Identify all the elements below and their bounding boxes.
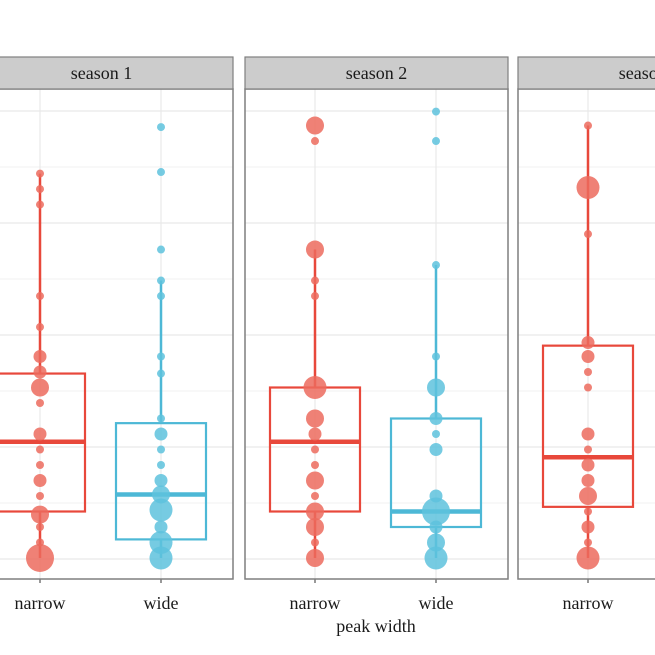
data-point [311, 292, 319, 301]
data-point [157, 461, 165, 469]
x-tick-label-wide: wide [419, 593, 454, 613]
data-point [154, 474, 168, 487]
data-point [157, 123, 165, 132]
data-point [36, 323, 44, 332]
data-point [154, 427, 168, 441]
data-point [157, 445, 165, 454]
data-point [306, 471, 324, 490]
data-point [311, 445, 319, 454]
data-point [427, 533, 445, 552]
x-tick-label-narrow: narrow [563, 593, 614, 613]
data-point [306, 502, 324, 521]
facet-panel-1: narrow wide season 1 [0, 56, 234, 613]
data-point [311, 137, 319, 146]
data-point [157, 414, 165, 423]
facet-strip-label: season 2 [346, 63, 408, 83]
data-point [432, 137, 440, 146]
data-point [154, 520, 168, 534]
x-tick-label-narrow: narrow [290, 593, 341, 613]
data-point [424, 546, 448, 570]
facet-strip [0, 56, 234, 90]
data-point [33, 350, 47, 363]
data-point [584, 230, 592, 239]
data-point [432, 352, 440, 361]
data-point [33, 427, 47, 441]
data-point [584, 507, 592, 516]
data-point [581, 520, 595, 534]
data-point [584, 445, 592, 454]
data-point [584, 121, 592, 130]
facet-strip-label: season 3 [619, 63, 655, 83]
data-point [157, 245, 165, 254]
data-point [152, 485, 170, 504]
data-point [311, 276, 319, 285]
data-point [36, 399, 44, 407]
data-point [432, 107, 440, 116]
data-point [149, 546, 173, 570]
data-point [427, 378, 445, 397]
data-point [306, 409, 324, 428]
data-point [429, 412, 443, 425]
data-point [306, 518, 324, 536]
facet-strip [244, 56, 509, 90]
data-point [432, 430, 440, 438]
data-point [157, 352, 165, 361]
facet-strip-label: season 1 [71, 63, 133, 83]
data-point [36, 169, 44, 178]
data-point [36, 445, 44, 454]
data-point [581, 350, 595, 363]
data-point [36, 185, 44, 194]
data-point [36, 461, 44, 469]
data-point [157, 369, 165, 378]
data-point [579, 487, 597, 505]
data-point [306, 240, 324, 259]
facet-panel-2: narrow wide season 2 [244, 56, 509, 613]
data-point [581, 474, 595, 487]
data-point [36, 292, 44, 301]
data-point [157, 292, 165, 301]
data-point [303, 376, 327, 399]
data-point [584, 538, 592, 547]
data-point [576, 176, 600, 200]
data-point [26, 544, 54, 572]
data-point [157, 168, 165, 177]
data-point [311, 461, 319, 469]
data-point [306, 116, 324, 135]
data-point [149, 498, 173, 522]
data-point [33, 474, 47, 487]
data-point [576, 546, 600, 570]
data-point [581, 427, 595, 441]
panel-background [518, 89, 655, 579]
data-point [31, 378, 49, 397]
data-point [422, 497, 450, 526]
data-point [31, 505, 49, 524]
data-point [311, 538, 319, 547]
data-point [429, 443, 443, 456]
data-point [311, 492, 319, 500]
data-point [581, 458, 595, 472]
data-point [584, 368, 592, 376]
data-point [432, 261, 440, 270]
data-point [36, 492, 44, 500]
data-point [157, 276, 165, 285]
x-axis-title: peak width [336, 616, 415, 636]
x-tick-label-narrow: narrow [15, 593, 66, 613]
panel-background [245, 89, 508, 579]
data-point [306, 549, 324, 567]
data-point [429, 520, 443, 534]
facet-strip [517, 56, 655, 90]
x-tick-label-wide: wide [144, 593, 179, 613]
data-point [584, 383, 592, 392]
data-point [33, 365, 47, 379]
data-point [36, 523, 44, 531]
data-point [36, 200, 44, 209]
data-point [308, 427, 322, 441]
data-point [581, 336, 595, 350]
